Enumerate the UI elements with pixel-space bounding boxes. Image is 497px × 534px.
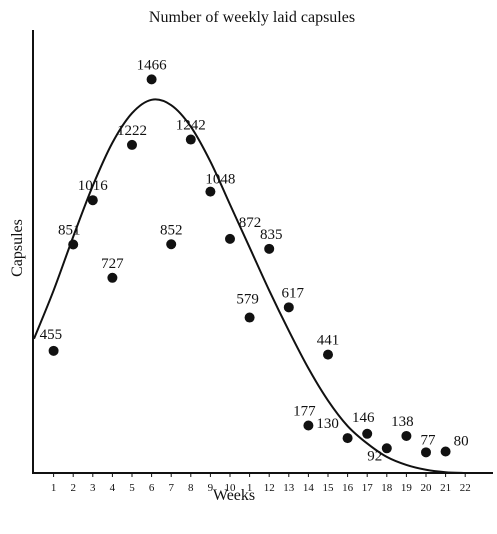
x-tick-label: 4 [110, 482, 116, 494]
x-tick-label: 19 [401, 482, 413, 494]
x-tick-label: 3 [90, 482, 96, 494]
x-tick-label: 21 [440, 482, 451, 494]
data-point [303, 420, 314, 431]
data-point [107, 272, 118, 283]
data-label: 77 [421, 432, 437, 448]
x-tick-label: 18 [381, 482, 393, 494]
data-label: 441 [317, 333, 340, 349]
x-tick-label: 17 [362, 482, 374, 494]
data-label: 1016 [78, 178, 109, 194]
x-tick-label: 5 [129, 482, 135, 494]
x-tick-label: 20 [421, 482, 433, 494]
x-tick-label: 22 [460, 482, 471, 494]
x-axis-label: Weeks [213, 487, 255, 504]
x-tick-label: 15 [323, 482, 335, 494]
x-tick-label: 12 [264, 482, 275, 494]
data-point [323, 349, 333, 360]
data-label: 80 [454, 434, 469, 450]
data-label: 92 [367, 448, 382, 464]
x-ticks: 1 2 3 4 5 6 7 8 9 10 1 12 13 14 15 16 17 18 19 20 21 22 [51, 473, 471, 494]
data-label: 851 [58, 223, 81, 239]
data-point [48, 345, 59, 356]
x-tick-label: 2 [70, 482, 76, 494]
x-tick-label: 10 [225, 482, 237, 494]
data-point [244, 312, 255, 323]
data-label: 177 [293, 403, 316, 419]
data-point [264, 243, 275, 254]
data-point [127, 139, 137, 150]
data-label: 872 [239, 215, 262, 231]
x-tick-label: 14 [303, 482, 315, 494]
x-tick-label: 13 [283, 482, 295, 494]
data-label: 727 [101, 256, 124, 272]
data-point [381, 443, 392, 454]
data-label: 617 [282, 285, 305, 301]
data-labels: 455 851 1016 727 1222 1466 852 1242 1048 872 579 83… [40, 57, 469, 464]
data-point [421, 447, 431, 458]
data-label: 130 [316, 416, 339, 432]
plot-area: 1 2 3 4 5 6 7 8 9 10 1 12 13 14 15 16 17 18 19 20 21 22 45585… [32, 30, 493, 494]
data-point [146, 74, 157, 85]
x-tick-label: 6 [149, 482, 155, 494]
data-point [283, 302, 294, 313]
data-label: 579 [236, 292, 259, 308]
data-label: 1242 [176, 118, 206, 134]
data-point [185, 134, 196, 145]
data-label: 835 [260, 227, 283, 243]
x-tick-label: 9 [208, 482, 214, 494]
x-tick-label: 1 [51, 482, 57, 494]
data-point [166, 239, 177, 250]
data-label: 455 [40, 327, 63, 343]
x-tick-label: 16 [342, 482, 354, 494]
chart-title: Number of weekly laid capsules [149, 9, 355, 26]
data-label: 852 [160, 222, 183, 238]
data-label: 1048 [205, 172, 235, 188]
data-point [401, 430, 412, 441]
x-tick-label: 1 [247, 482, 253, 494]
data-point [87, 195, 98, 206]
data-point [225, 233, 235, 244]
data-point [68, 239, 79, 250]
data-points [48, 74, 451, 458]
trend-curve [33, 98, 466, 473]
data-point [342, 433, 353, 444]
x-tick-label: 7 [168, 482, 174, 494]
data-label: 1466 [137, 57, 168, 73]
data-point [362, 428, 373, 439]
x-tick-label: 8 [188, 482, 194, 494]
data-label: 1222 [117, 123, 147, 139]
data-point [440, 446, 451, 457]
data-point [205, 186, 216, 197]
y-axis-label: Capsules [9, 219, 26, 277]
data-label: 138 [391, 414, 414, 430]
data-label: 146 [352, 410, 375, 426]
